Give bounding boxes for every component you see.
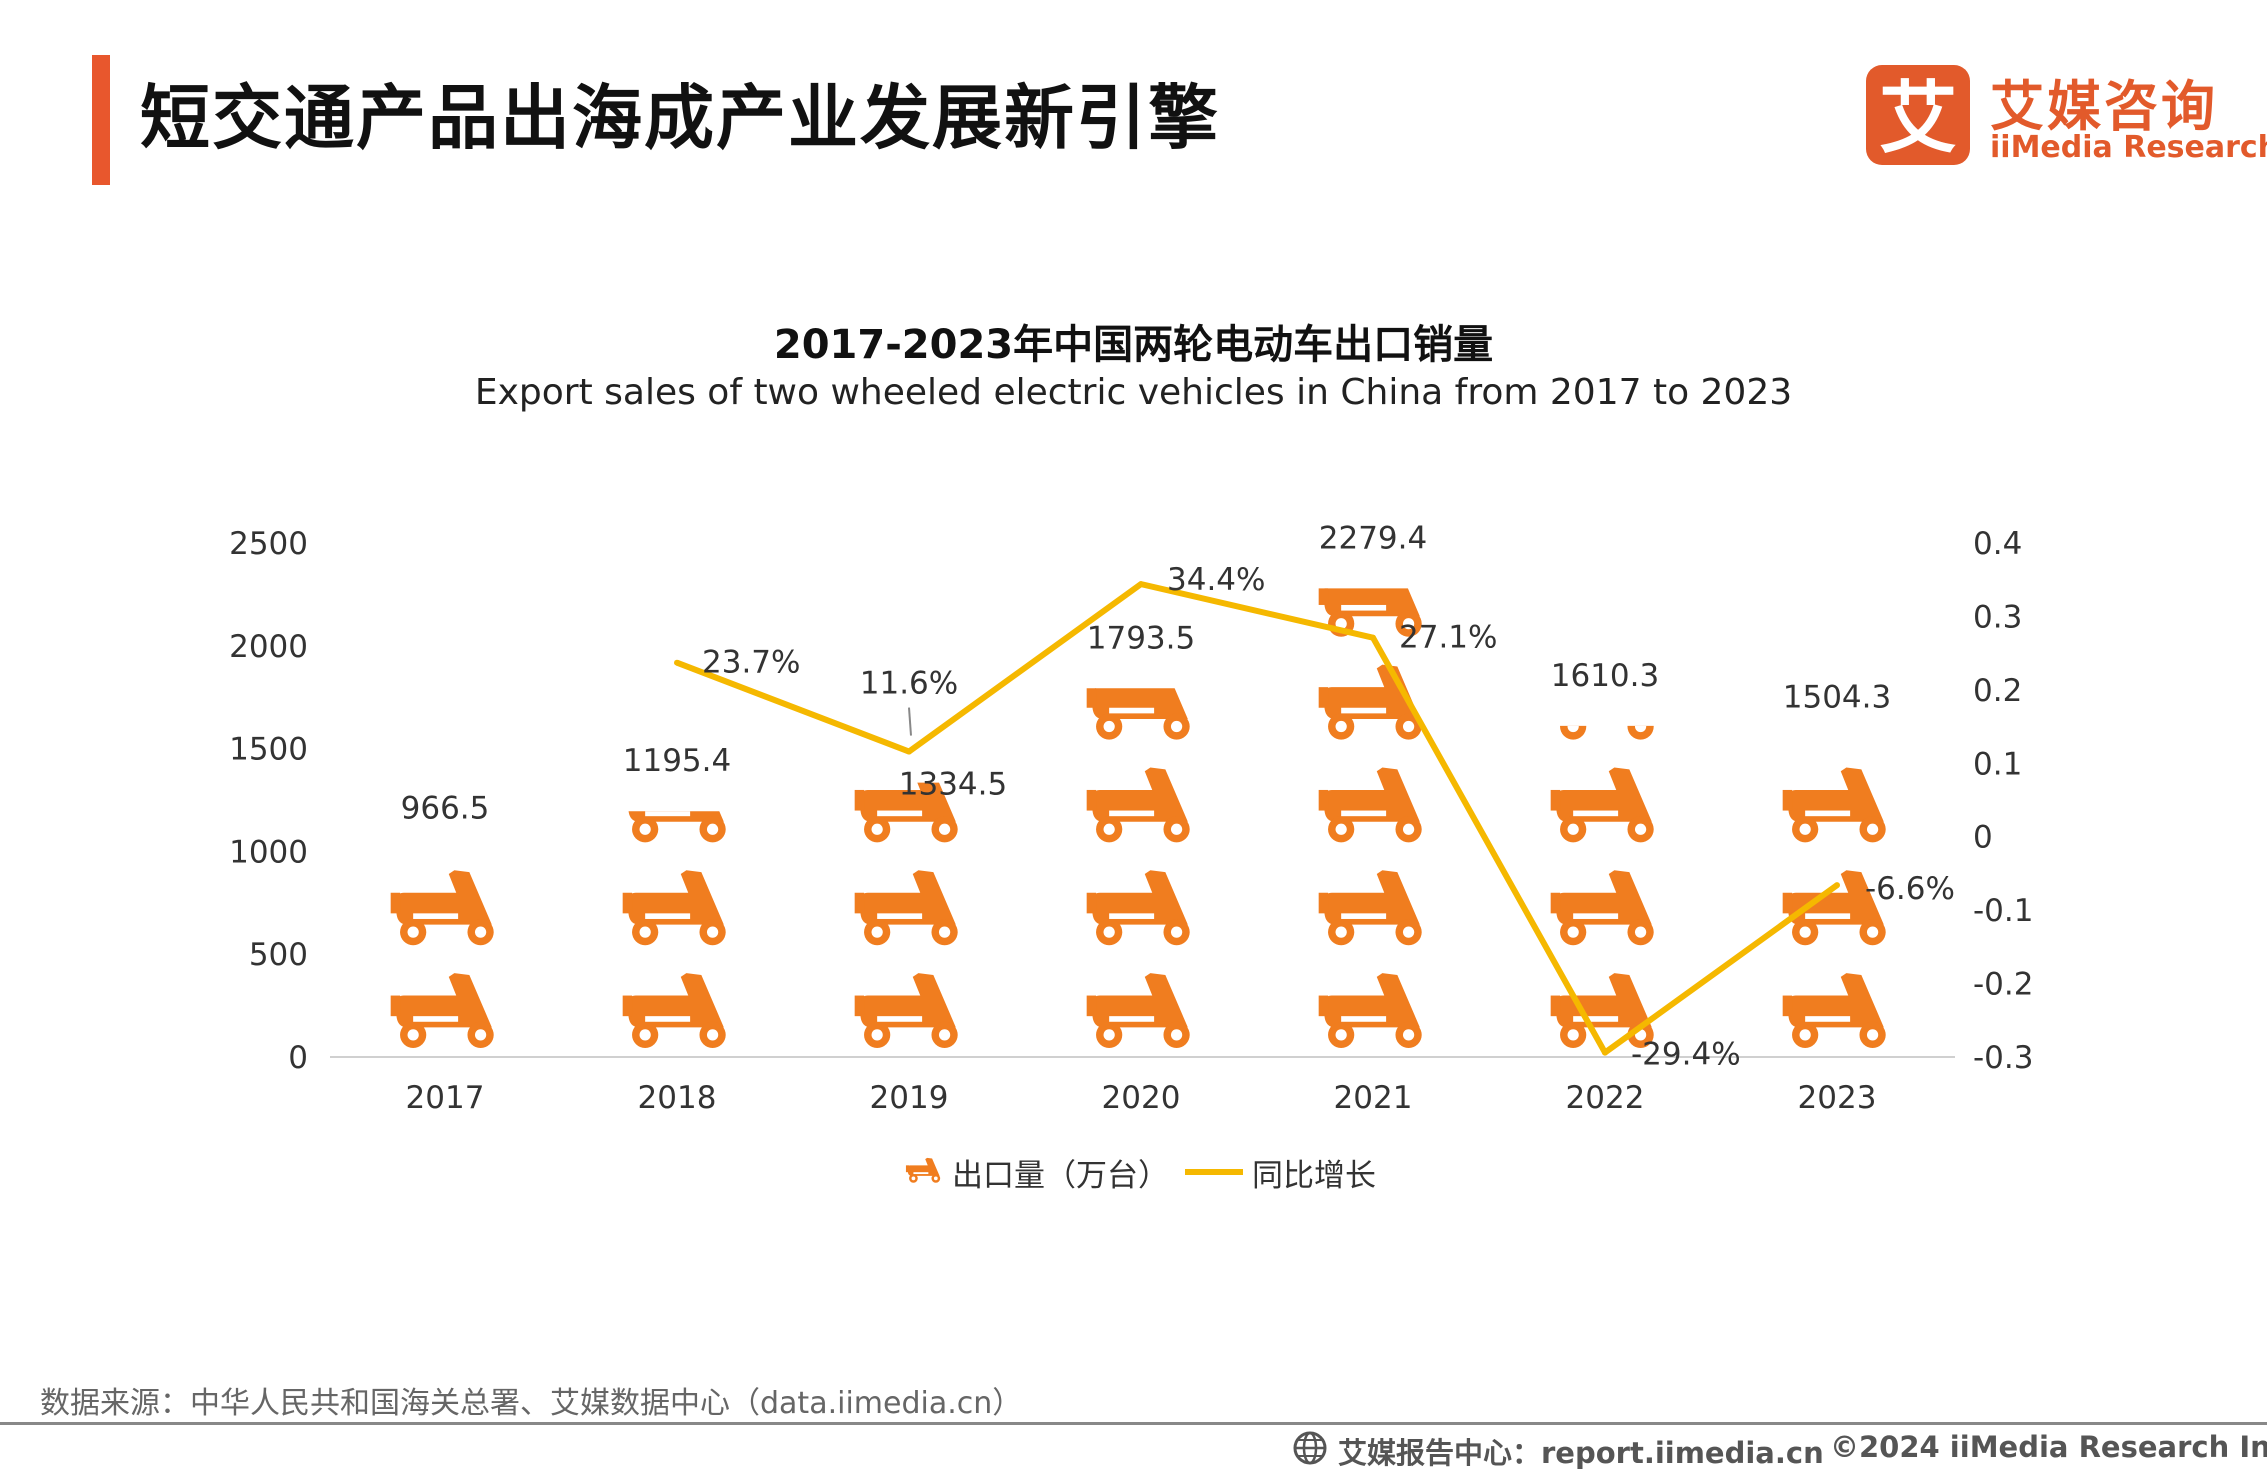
page-title: 短交通产品出海成产业发展新引擎 <box>140 77 1220 159</box>
y-left-tick-label: 500 <box>249 937 308 973</box>
x-tick-label: 2017 <box>406 1080 485 1116</box>
scooter-icon <box>1086 767 1190 843</box>
growth-label-leader <box>908 707 912 736</box>
bar-value-label: 1504.3 <box>1783 680 1891 716</box>
scooter-icon <box>1550 767 1654 843</box>
bar-2019 <box>854 782 958 1049</box>
iimedia-logo-icon: 艾 <box>1866 65 1970 165</box>
growth-label: 34.4% <box>1167 562 1265 598</box>
bar-value-label: 1334.5 <box>899 767 1007 803</box>
y-left-tick-label: 2000 <box>229 629 308 665</box>
growth-line <box>675 581 1839 1056</box>
y-right-tick-label: -0.2 <box>1973 967 2034 1003</box>
x-tick-label: 2022 <box>1566 1080 1645 1116</box>
y-right-tick-label: 0.2 <box>1973 673 2022 709</box>
growth-label: 27.1% <box>1399 620 1497 656</box>
y-left-tick-label: 2500 <box>229 526 308 562</box>
growth-point <box>906 748 912 755</box>
logo-glyph: 艾 <box>1879 74 1957 164</box>
bar-2020 <box>1086 688 1190 1049</box>
footer-report-center: 艾媒报告中心：report.iimedia.cn <box>1338 1436 1824 1470</box>
y-right-tick-label: -0.3 <box>1973 1040 2034 1076</box>
x-tick-label: 2021 <box>1334 1080 1413 1116</box>
footer-copyright: ©2024 iiMedia Research Inc <box>1830 1430 2267 1464</box>
bar-2023 <box>1782 767 1886 1049</box>
bar-2017 <box>390 870 494 1049</box>
growth-label: 11.6% <box>860 666 958 702</box>
data-source: 数据来源：中华人民共和国海关总署、艾媒数据中心（data.iimedia.cn） <box>40 1386 1023 1421</box>
bar-value-label: 1793.5 <box>1087 620 1195 656</box>
scooter-icon <box>854 870 958 946</box>
bar-2018 <box>622 811 726 1049</box>
bar-value-label: 966.5 <box>401 790 490 826</box>
legend-scooter-icon <box>888 1156 960 1184</box>
bar-value-label: 1195.4 <box>623 743 731 779</box>
y-right-tick-label: -0.1 <box>1973 893 2034 929</box>
scooter-icon <box>1086 973 1190 1049</box>
scooter-icon <box>1782 973 1886 1049</box>
scooter-icon <box>1318 870 1422 946</box>
x-tick-label: 2020 <box>1102 1080 1181 1116</box>
legend-line-label: 同比增长 <box>1252 1158 1376 1194</box>
growth-label: -29.4% <box>1631 1037 1741 1073</box>
y-right-tick-label: 0.1 <box>1973 746 2022 782</box>
growth-label: -6.6% <box>1865 871 1955 907</box>
bar-value-label: 1610.3 <box>1551 658 1659 694</box>
globe-icon <box>1293 1431 1327 1465</box>
scooter-icon <box>622 973 726 1049</box>
x-tick-label: 2019 <box>870 1080 949 1116</box>
scooter-icon <box>1086 870 1190 946</box>
y-right-tick-label: 0 <box>1973 820 1993 856</box>
growth-point <box>1834 882 1840 889</box>
legend-bar-label: 出口量（万台） <box>952 1158 1169 1194</box>
y-left-tick-label: 0 <box>288 1040 308 1076</box>
scooter-icon <box>1318 767 1422 843</box>
chart-subtitle: Export sales of two wheeled electric veh… <box>474 372 1793 413</box>
x-tick-label: 2018 <box>638 1080 717 1116</box>
growth-label: 23.7% <box>702 645 800 681</box>
bar-value-label: 2279.4 <box>1319 520 1427 556</box>
logo-text-cn: 艾媒咨询 <box>1990 75 2218 138</box>
growth-point <box>674 659 680 666</box>
y-left-tick-label: 1500 <box>229 732 308 768</box>
scooter-icon <box>1550 870 1654 946</box>
x-tick-label: 2023 <box>1798 1080 1877 1116</box>
scooter-icon <box>390 973 494 1049</box>
y-right-tick-label: 0.3 <box>1973 599 2022 635</box>
scooter-icon <box>390 870 494 946</box>
scooter-icon <box>1086 688 1190 740</box>
bar-2022 <box>1550 725 1654 1049</box>
footer-divider <box>0 1422 2267 1425</box>
growth-point <box>1138 581 1144 588</box>
chart-title: 2017-2023年中国两轮电动车出口销量 <box>773 322 1494 368</box>
scooter-icon <box>1318 973 1422 1049</box>
legend-line-swatch <box>1185 1169 1243 1175</box>
growth-point <box>1370 634 1376 641</box>
title-accent-bar <box>92 55 110 185</box>
logo-text-en: iiMedia Research <box>1990 130 2267 165</box>
y-left-tick-label: 1000 <box>229 834 308 870</box>
scooter-icon <box>1782 767 1886 843</box>
growth-point <box>1602 1049 1608 1056</box>
y-right-tick-label: 0.4 <box>1973 526 2022 562</box>
scooter-icon <box>622 870 726 946</box>
scooter-icon <box>854 973 958 1049</box>
